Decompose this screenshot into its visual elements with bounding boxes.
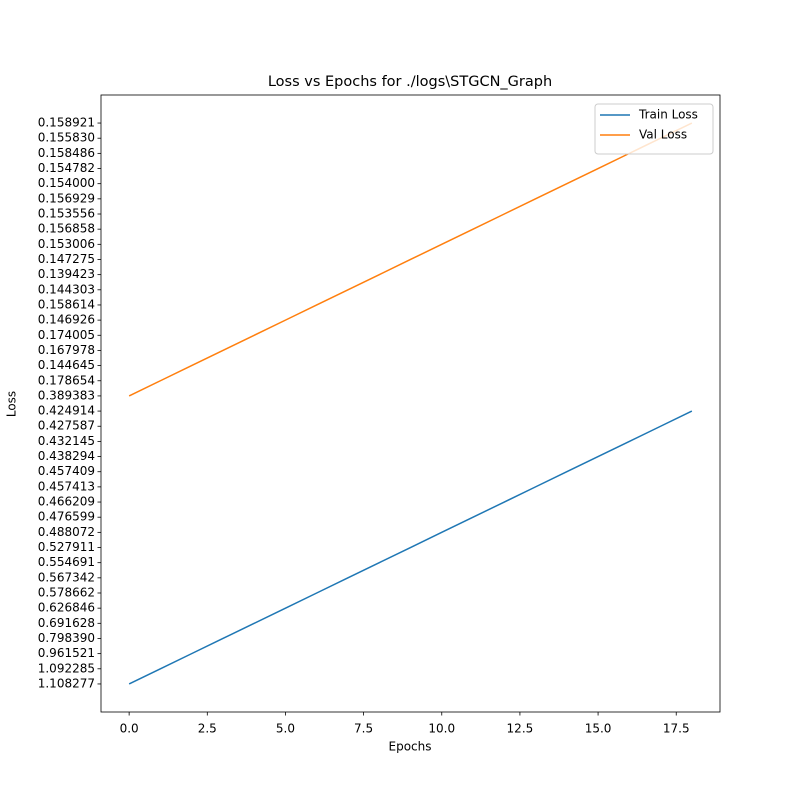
y-tick-label: 0.144645 — [38, 358, 95, 372]
y-axis-label: Loss — [5, 391, 19, 417]
legend-box — [594, 103, 714, 155]
y-tick-label: 0.389383 — [38, 388, 95, 402]
y-tick-label: 0.798390 — [38, 631, 95, 645]
y-tick-label: 1.108277 — [38, 676, 95, 690]
y-tick-label: 0.961521 — [38, 646, 95, 660]
y-tick-label: 0.158921 — [38, 116, 95, 130]
y-tick-label: 1.092285 — [38, 661, 95, 675]
y-tick-label: 0.567342 — [38, 570, 95, 584]
x-tick-label: 0.0 — [120, 722, 139, 736]
y-tick-label: 0.527911 — [38, 540, 95, 554]
x-tick-label: 10.0 — [428, 722, 455, 736]
line — [128, 410, 693, 685]
y-tick-label: 0.178654 — [38, 373, 95, 387]
y-tick-label: 0.156929 — [38, 191, 95, 205]
y-tick-label: 0.155830 — [38, 131, 95, 145]
y-tick-label: 0.144303 — [38, 282, 95, 296]
plot-frame — [100, 94, 721, 713]
x-axis-label: Epochs — [389, 740, 432, 754]
y-tick-label: 0.174005 — [38, 328, 95, 342]
y-tick-label: 0.154000 — [38, 176, 95, 190]
legend-label: Train Loss — [638, 108, 698, 122]
y-tick-label: 0.158614 — [38, 297, 95, 311]
x-tick-label: 12.5 — [507, 722, 534, 736]
y-tick-label: 0.424914 — [38, 404, 95, 418]
y-tick-label: 0.626846 — [38, 601, 95, 615]
y-tick-label: 0.153556 — [38, 207, 95, 221]
y-tick-label: 0.427587 — [38, 419, 95, 433]
y-tick-label: 0.476599 — [38, 510, 95, 524]
chart-title: Loss vs Epochs for ./logs\STGCN_Graph — [268, 74, 552, 90]
y-tick-label: 0.432145 — [38, 434, 95, 448]
x-tick-label: 2.5 — [198, 722, 217, 736]
x-tick-label: 5.0 — [276, 722, 295, 736]
x-tick-label: 15.0 — [585, 722, 612, 736]
y-tick-label: 0.139423 — [38, 267, 95, 281]
y-tick-label: 0.438294 — [38, 449, 95, 463]
y-tick-label: 0.578662 — [38, 585, 95, 599]
line — [128, 122, 693, 397]
x-tick-label: 17.5 — [663, 722, 690, 736]
y-tick-label: 0.488072 — [38, 525, 95, 539]
y-tick-label: 0.146926 — [38, 313, 95, 327]
y-tick-label: 0.691628 — [38, 616, 95, 630]
legend-label: Val Loss — [639, 128, 687, 142]
y-tick-label: 0.457409 — [38, 464, 95, 478]
x-tick-label: 7.5 — [354, 722, 373, 736]
y-tick-label: 0.147275 — [38, 252, 95, 266]
y-tick-label: 0.457413 — [38, 479, 95, 493]
y-tick-label: 0.154782 — [38, 161, 95, 175]
y-tick-label: 0.554691 — [38, 555, 95, 569]
y-tick-label: 0.153006 — [38, 237, 95, 251]
y-tick-label: 0.158486 — [38, 146, 95, 160]
y-tick-label: 0.167978 — [38, 343, 95, 357]
y-tick-label: 0.466209 — [38, 495, 95, 509]
y-tick-label: 0.156858 — [38, 222, 95, 236]
